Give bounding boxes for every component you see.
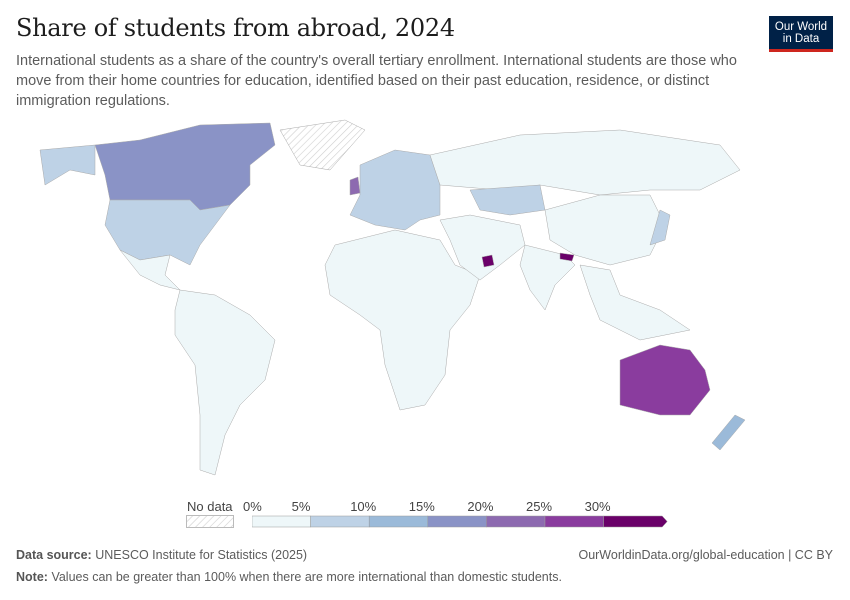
legend-no-data-label: No data <box>187 499 233 514</box>
country-nepal[interactable] <box>559 252 575 262</box>
legend-no-data-swatch <box>186 515 234 528</box>
country-south-america[interactable] <box>174 289 276 476</box>
source-label: Data source: <box>16 548 92 562</box>
world-map[interactable] <box>0 115 850 495</box>
legend-tick-label: 10% <box>350 499 377 514</box>
source-url[interactable]: OurWorldinData.org/global-education | CC… <box>578 548 833 562</box>
note-label: Note: <box>16 570 48 584</box>
country-australia[interactable] <box>619 344 711 416</box>
legend-color-bar <box>252 515 668 528</box>
country-middle-east[interactable] <box>439 214 526 281</box>
legend-bin[interactable] <box>310 515 370 528</box>
legend-bin[interactable] <box>486 515 546 528</box>
country-greenland[interactable] <box>279 119 366 171</box>
source-text[interactable]: UNESCO Institute for Statistics (2025) <box>95 548 308 562</box>
legend-bin[interactable] <box>368 515 429 528</box>
country-united-kingdom[interactable] <box>349 176 361 196</box>
legend-tick-label: 15% <box>408 499 435 514</box>
chart-subtitle: International students as a share of the… <box>16 53 737 109</box>
legend-bin[interactable] <box>427 515 487 528</box>
country-japan[interactable] <box>649 209 671 246</box>
country-mexico[interactable] <box>119 249 181 291</box>
legend-tick-label: 20% <box>467 499 494 514</box>
country-kazakhstan[interactable] <box>469 184 546 216</box>
country-china[interactable] <box>544 194 666 266</box>
country-united-arab-emirates[interactable] <box>481 254 495 268</box>
country-united-states[interactable] <box>39 144 231 266</box>
country-africa[interactable] <box>324 229 481 411</box>
country-europe[interactable] <box>349 149 441 231</box>
legend-tick-label: 0% <box>243 499 262 514</box>
country-canada[interactable] <box>94 122 276 211</box>
legend-tick-label: 30% <box>584 499 611 514</box>
chart-title: Share of students from abroad, 2024 <box>16 14 455 42</box>
data-source: Data source: UNESCO Institute for Statis… <box>16 548 307 562</box>
country-russia[interactable] <box>429 129 741 196</box>
legend-bin[interactable] <box>603 515 668 528</box>
note: Note: Values can be greater than 100% wh… <box>16 570 562 584</box>
legend-tick-label: 25% <box>526 499 553 514</box>
legend: No data 0% 5% 10% 15% 20% 25% 30% <box>0 497 850 537</box>
country-new-zealand[interactable] <box>711 414 746 451</box>
legend-bin[interactable] <box>252 515 311 528</box>
note-text: Values can be greater than 100% when the… <box>51 570 562 584</box>
legend-tick-label: 5% <box>291 499 311 514</box>
legend-bin[interactable] <box>544 515 604 528</box>
country-southeast-asia[interactable] <box>579 264 691 341</box>
owid-logo[interactable]: Our World in Data <box>769 16 833 52</box>
